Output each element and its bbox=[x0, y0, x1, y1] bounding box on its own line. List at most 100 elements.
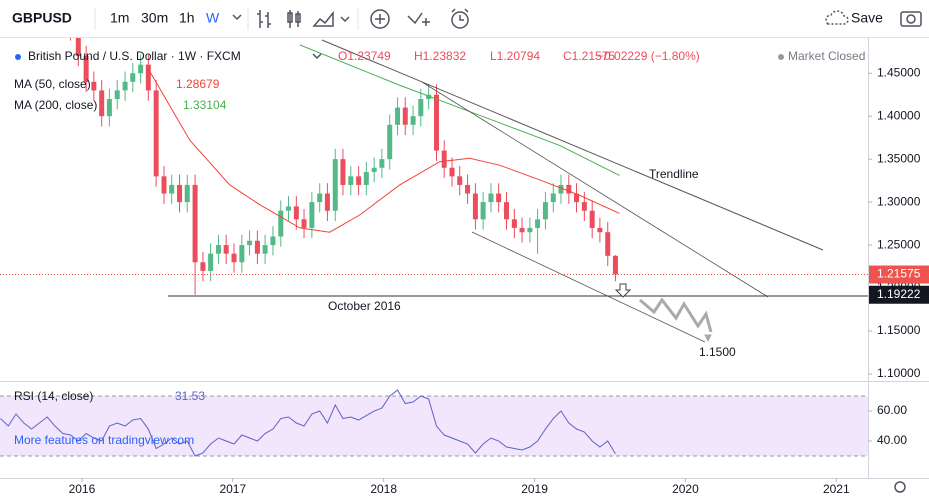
candle-body bbox=[418, 99, 424, 117]
x-tick-label: 2016 bbox=[69, 482, 96, 496]
candle-body bbox=[581, 202, 587, 211]
dropdown-icon[interactable] bbox=[312, 53, 322, 60]
candle-body bbox=[317, 193, 323, 203]
ma-value: 1.33104 bbox=[183, 98, 227, 112]
price-badge-label: 1.21575 bbox=[877, 267, 921, 281]
candle-body bbox=[145, 64, 151, 91]
candle-body bbox=[535, 219, 541, 228]
annotation: Trendline bbox=[649, 167, 699, 181]
snapshot-icon[interactable] bbox=[900, 11, 922, 27]
candle-body bbox=[612, 255, 618, 275]
candle-body bbox=[99, 90, 105, 117]
candle-body bbox=[293, 206, 299, 220]
indicators-icon[interactable] bbox=[375, 14, 385, 24]
legend-ohlc: H1.23832 bbox=[414, 49, 466, 63]
interval-active[interactable]: W bbox=[206, 10, 220, 26]
candle-body bbox=[122, 81, 128, 91]
interval[interactable]: 1h bbox=[179, 10, 195, 26]
rsi-band bbox=[0, 396, 868, 457]
candle-body bbox=[589, 210, 595, 228]
candle-body bbox=[200, 262, 206, 271]
candle-body bbox=[465, 184, 471, 194]
promo-link[interactable]: More features on tradingview.com bbox=[14, 433, 194, 447]
price-pane bbox=[69, 38, 620, 295]
candle-body bbox=[301, 219, 307, 228]
candle-body bbox=[472, 193, 478, 220]
area-icon[interactable] bbox=[312, 10, 334, 27]
dropdown-icon[interactable] bbox=[232, 14, 242, 21]
x-tick-label: 2019 bbox=[521, 482, 548, 496]
candle-body bbox=[332, 159, 338, 211]
x-tick-label: 2021 bbox=[823, 482, 850, 496]
alert-icon[interactable] bbox=[451, 11, 469, 29]
candle-body bbox=[161, 176, 167, 194]
candle-body bbox=[387, 124, 393, 160]
toolbar bbox=[0, 0, 929, 38]
save-button[interactable]: Save bbox=[851, 10, 883, 26]
annotation: October 2016 bbox=[328, 299, 401, 313]
dropdown-icon[interactable] bbox=[340, 16, 350, 23]
candle-body bbox=[169, 184, 175, 194]
interval[interactable]: 30m bbox=[141, 10, 168, 26]
compare-icon[interactable] bbox=[407, 12, 430, 26]
cloud-icon[interactable] bbox=[825, 10, 849, 25]
candle-body bbox=[371, 167, 377, 173]
candle-body bbox=[605, 232, 611, 256]
candle-body bbox=[410, 116, 416, 125]
candle-body bbox=[83, 56, 89, 82]
channel-upper[interactable] bbox=[421, 81, 769, 298]
candle-body bbox=[285, 206, 291, 211]
settings-icon[interactable] bbox=[894, 481, 906, 493]
down-arrow[interactable] bbox=[614, 283, 632, 298]
candle-body bbox=[254, 240, 260, 254]
candle-body bbox=[379, 159, 385, 168]
candle-body bbox=[309, 202, 315, 228]
candle-body bbox=[527, 227, 533, 233]
snapshot-icon[interactable] bbox=[906, 14, 916, 24]
y-tick-label: 1.10000 bbox=[877, 366, 921, 380]
ma-legend: MA (200, close) bbox=[14, 98, 97, 112]
channel-lower[interactable] bbox=[471, 231, 706, 343]
candles-icon[interactable] bbox=[287, 10, 301, 28]
interval[interactable]: 1m bbox=[110, 10, 129, 26]
y-tick-label: 1.40000 bbox=[877, 108, 921, 122]
projection-arrow bbox=[704, 334, 712, 343]
candle-body bbox=[208, 253, 214, 271]
alert-icon[interactable] bbox=[451, 8, 469, 21]
moving-average bbox=[299, 44, 620, 176]
candle-body bbox=[91, 81, 97, 91]
candle-body bbox=[395, 107, 401, 125]
candle-body bbox=[324, 193, 330, 211]
price-badge-label: 1.19222 bbox=[877, 287, 921, 301]
legend-ohlc: C1.21575 bbox=[563, 49, 615, 63]
candle-body bbox=[496, 193, 502, 203]
y-tick-label: 1.30000 bbox=[877, 194, 921, 208]
candle-body bbox=[488, 193, 494, 203]
legend-change: −0.02229 (−1.80%) bbox=[597, 49, 700, 63]
y-tick-label: 40.00 bbox=[877, 433, 907, 447]
annotation: 1.1500 bbox=[699, 345, 736, 359]
candle-body bbox=[519, 227, 525, 233]
y-tick-label: 1.45000 bbox=[877, 65, 921, 79]
bars-icon[interactable] bbox=[257, 10, 271, 28]
candle-body bbox=[239, 245, 245, 263]
trendline[interactable] bbox=[321, 39, 824, 251]
x-tick-label: 2020 bbox=[672, 482, 699, 496]
legend-title: British Pound / U.S. Dollar · 1W · FXCM bbox=[28, 49, 241, 63]
projection-path[interactable] bbox=[639, 297, 713, 333]
symbol[interactable]: GBPUSD bbox=[12, 10, 72, 26]
candle-body bbox=[511, 219, 517, 228]
candle-body bbox=[247, 240, 253, 246]
candle-body bbox=[130, 73, 136, 82]
drawings bbox=[168, 39, 868, 343]
indicators-icon[interactable] bbox=[370, 9, 390, 29]
candle-body bbox=[114, 90, 120, 100]
candle-body bbox=[480, 202, 486, 220]
candle-body bbox=[597, 227, 603, 233]
y-tick-label: 1.25000 bbox=[877, 237, 921, 251]
candle-body bbox=[542, 202, 548, 220]
candle-body bbox=[503, 202, 509, 220]
rsi-pane: 60.00 40.00 bbox=[0, 389, 907, 457]
candle-body bbox=[270, 236, 276, 246]
candle-body bbox=[153, 90, 159, 177]
